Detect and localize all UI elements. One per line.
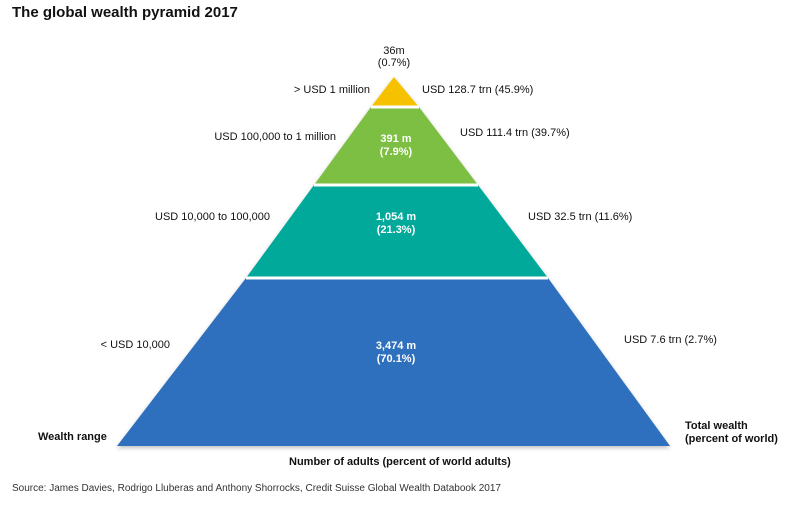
tier-top-adults-value: 36m xyxy=(383,45,405,57)
total-wealth-axis-label-line1: Total wealth xyxy=(685,420,748,432)
total-wealth-axis-label-line2: (percent of world) xyxy=(685,433,778,445)
tier-upper-middle-adults: 391 m (7.9%) xyxy=(346,133,446,159)
wealth-range-axis-label: Wealth range xyxy=(38,431,107,443)
tier-top-adults-pct: (0.7%) xyxy=(377,57,411,69)
tier-lower-middle-adults: 1,054 m (21.3%) xyxy=(346,211,446,237)
chart-title: The global wealth pyramid 2017 xyxy=(12,4,238,21)
tier-upper-middle-adults-value: 391 m xyxy=(380,133,412,145)
tier-top-wealth-range: > USD 1 million xyxy=(293,84,370,96)
tier-upper-middle-total-wealth: USD 111.4 trn (39.7%) xyxy=(460,127,570,139)
tier-top-total-wealth: USD 128.7 trn (45.9%) xyxy=(422,84,534,96)
tier-bottom-adults-value: 3,474 m xyxy=(375,340,417,352)
tier-lower-middle-adults-value: 1,054 m xyxy=(375,211,417,223)
tier-bottom-adults: 3,474 m (70.1%) xyxy=(346,340,446,366)
tier-top-adults: 36m (0.7%) xyxy=(369,45,419,69)
tier-upper-middle xyxy=(314,107,478,185)
source-note: Source: James Davies, Rodrigo Lluberas a… xyxy=(12,483,501,494)
adults-axis-label: Number of adults (percent of world adult… xyxy=(289,456,511,468)
tier-top xyxy=(371,77,419,107)
tier-lower-middle-wealth-range: USD 10,000 to 100,000 xyxy=(155,211,270,223)
tier-lower-middle xyxy=(246,185,548,278)
tier-lower-middle-adults-pct: (21.3%) xyxy=(376,224,416,236)
tier-upper-middle-adults-pct: (7.9%) xyxy=(379,146,413,158)
tier-bottom-total-wealth: USD 7.6 trn (2.7%) xyxy=(624,334,717,346)
tier-upper-middle-wealth-range: USD 100,000 to 1 million xyxy=(214,131,336,143)
tier-bottom-adults-pct: (70.1%) xyxy=(376,353,416,365)
tier-lower-middle-total-wealth: USD 32.5 trn (11.6%) xyxy=(528,211,633,223)
tier-bottom-wealth-range: < USD 10,000 xyxy=(100,339,170,351)
tier-bottom xyxy=(117,278,670,446)
total-wealth-axis-label: Total wealth (percent of world) xyxy=(685,420,778,446)
